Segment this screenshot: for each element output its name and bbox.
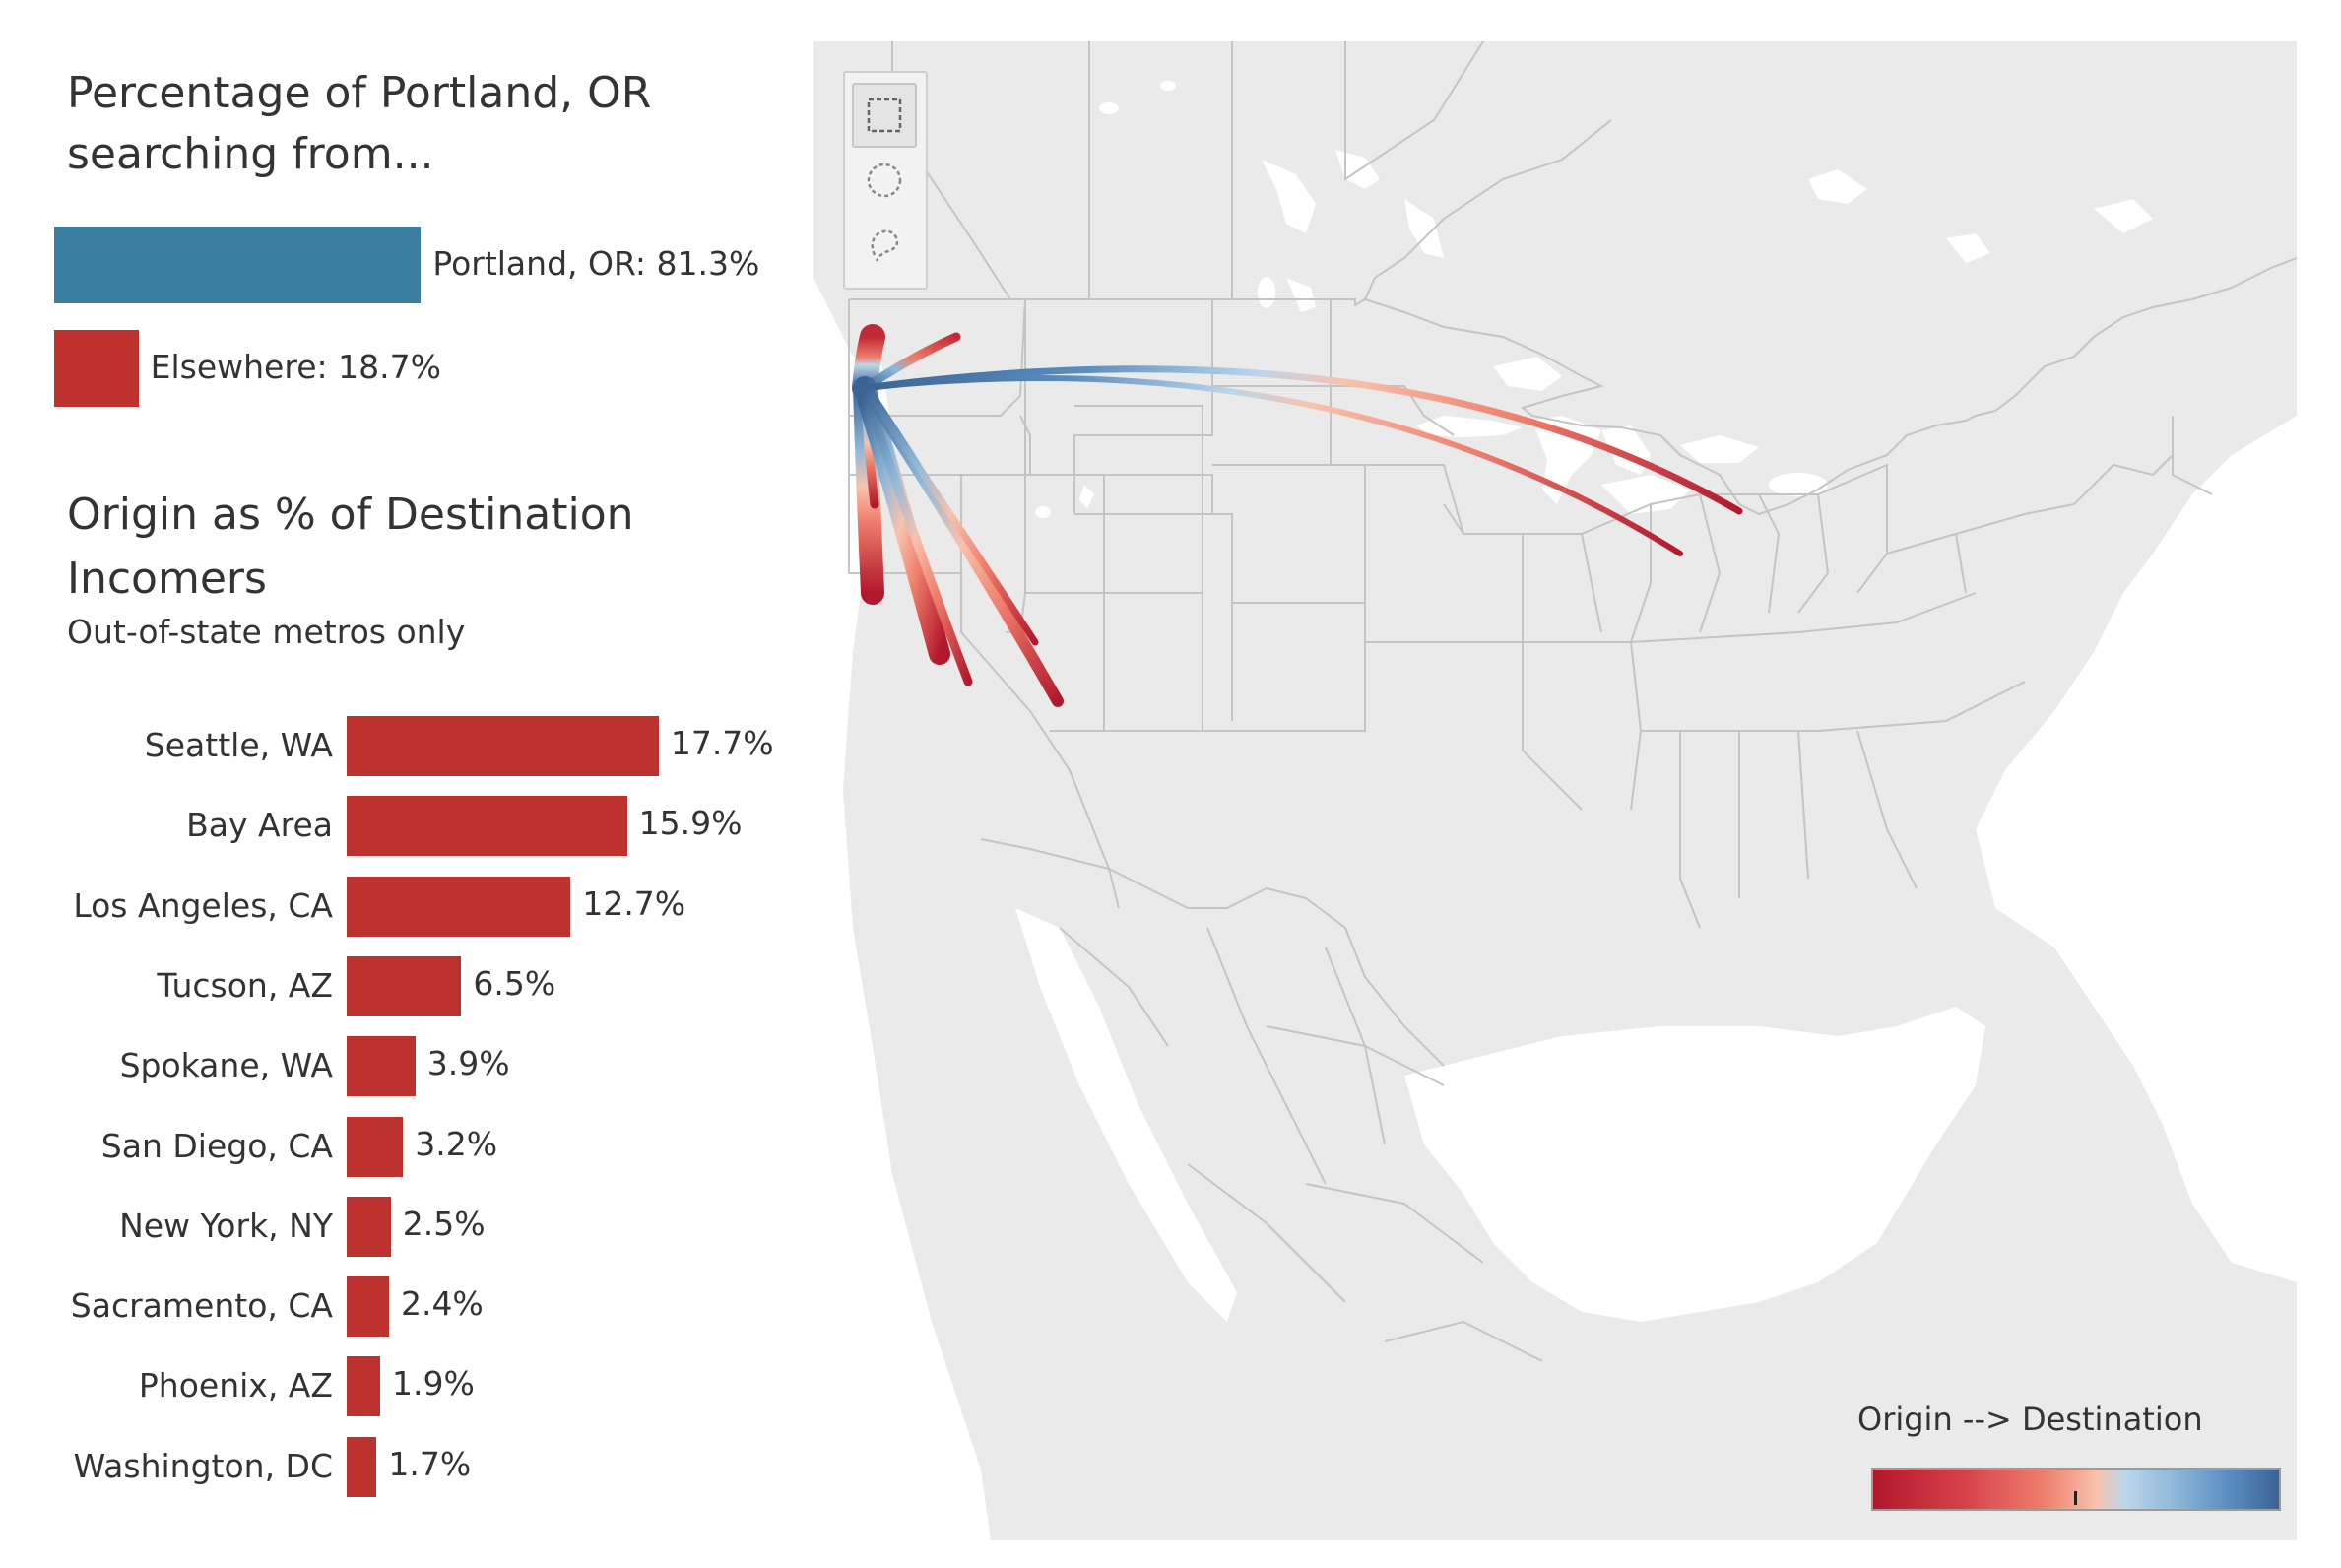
chart2-title: Origin as % of Destination Incomers [67,490,634,604]
bar-phoenix-az [347,1356,380,1417]
bar-san-diego-ca [347,1116,404,1177]
lasso-select-icon[interactable] [854,215,915,276]
bar-label-portland-or: Portland, OR: 81.3% [432,244,760,283]
state-borders [848,41,2297,1362]
flow-washington-dc [862,375,1683,556]
category-label-spokane-wa: Spokane, WA [119,1046,333,1085]
chart2-subtitle: Out-of-state metros only [67,613,466,651]
value-label-sacramento-ca: 2.4% [400,1284,484,1324]
bar-label-elsewhere: Elsewhere: 18.7% [150,348,441,386]
category-label-los-angeles-ca: Los Angeles, CA [73,885,333,925]
value-label-spokane-wa: 3.9% [426,1044,510,1083]
flow-phoenix [861,384,1039,646]
ocean-areas [813,41,2297,1540]
flow-lines [852,324,1743,707]
bar-spokane-wa [347,1036,416,1097]
bar-los-angeles-ca [347,876,571,937]
bar-sacramento-ca [347,1276,389,1338]
category-label-washington-dc: Washington, DC [73,1446,333,1485]
chart1-title: Percentage of Portland, OR searching fro… [67,68,652,179]
category-label-tucson-az: Tucson, AZ [157,965,333,1005]
category-label-san-diego-ca: San Diego, CA [100,1126,333,1165]
value-label-new-york-ny: 2.5% [402,1204,486,1243]
selection-toolbar [843,71,928,290]
bar-seattle-wa [347,716,659,776]
bar-washington-dc [347,1436,377,1497]
value-label-san-diego-ca: 3.2% [415,1124,498,1163]
map-canvas[interactable] [813,41,2297,1540]
legend-tick-mark [2074,1491,2077,1505]
flow-map[interactable]: Origin --> Destination [813,41,2297,1540]
category-label-seattle-wa: Seattle, WA [144,726,333,764]
value-label-los-angeles-ca: 12.7% [582,883,686,923]
value-label-bay-area: 15.9% [638,804,743,843]
flow-san-diego [860,383,973,686]
value-label-tucson-az: 6.5% [473,963,556,1003]
value-label-seattle-wa: 17.7% [670,724,774,762]
bar-tucson-az [347,955,462,1016]
category-label-new-york-ny: New York, NY [119,1206,333,1245]
bar-bay-area [347,796,627,857]
value-label-washington-dc: 1.7% [388,1444,472,1483]
rectangle-select-icon[interactable] [852,83,917,148]
flow-new-york [861,365,1743,515]
category-label-bay-area: Bay Area [186,806,333,845]
value-label-phoenix-az: 1.9% [392,1364,475,1404]
flow-spokane [860,332,961,393]
category-label-sacramento-ca: Sacramento, CA [70,1286,333,1326]
bar-portland-or [54,227,422,303]
bar-new-york-ny [347,1196,391,1257]
color-legend: Origin --> Destination [1857,1401,2281,1529]
left-panel: Percentage of Portland, OR searching fro… [0,0,798,1568]
category-label-phoenix-az: Phoenix, AZ [138,1366,333,1405]
legend-title: Origin --> Destination [1857,1401,2203,1438]
radial-select-icon[interactable] [854,150,915,211]
bar-elsewhere [54,330,139,407]
